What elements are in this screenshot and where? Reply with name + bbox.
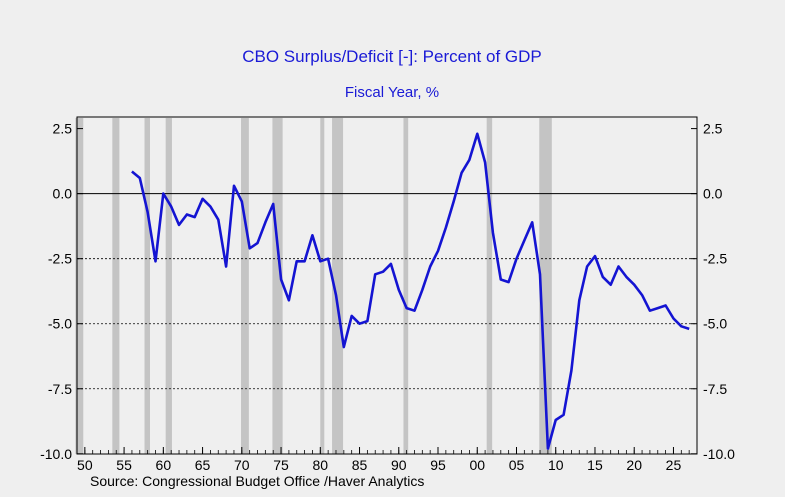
y-tick-label-left: 0.0 <box>53 186 73 202</box>
recession-band <box>241 118 249 454</box>
recession-band <box>332 118 344 454</box>
y-tick-label-right: -7.5 <box>703 381 727 397</box>
recession-band <box>403 118 409 454</box>
x-tick-label: 25 <box>666 457 682 473</box>
y-tick-label-right: -2.5 <box>703 251 727 267</box>
x-tick-label: 00 <box>469 457 485 473</box>
x-tick-label: 70 <box>234 457 250 473</box>
source-note: Source: Congressional Budget Office /Hav… <box>90 473 424 489</box>
recession-band <box>272 118 283 454</box>
y-tick-label-left: 2.5 <box>53 121 73 137</box>
recession-band <box>539 118 552 454</box>
chart-subtitle: Fiscal Year, % <box>345 84 439 101</box>
x-axis: 50 55 60 65 70 75 80 85 90 95 00 05 10 15 20 25 <box>76 447 698 473</box>
x-tick-label: 85 <box>352 457 368 473</box>
recession-band <box>144 118 150 454</box>
y-axis: 2.5 2.5 0.0 0.0 -2.5 -2.5 -5.0 -5.0 -7.5 -7.5 -10.… <box>40 121 735 462</box>
x-tick-label: 90 <box>391 457 407 473</box>
y-tick-label-right: -5.0 <box>703 316 727 332</box>
x-tick-label: 15 <box>587 457 603 473</box>
recession-band <box>75 118 84 454</box>
recession-band <box>112 118 120 454</box>
y-tick-label-left: -10.0 <box>40 446 72 462</box>
y-tick-label-left: -7.5 <box>48 381 72 397</box>
x-tick-label: 80 <box>313 457 329 473</box>
x-tick-label: 10 <box>548 457 564 473</box>
x-tick-label: 60 <box>156 457 172 473</box>
x-tick-label: 50 <box>77 457 93 473</box>
x-tick-label: 65 <box>195 457 211 473</box>
recession-band <box>165 118 172 454</box>
plot-frame <box>76 116 698 455</box>
x-tick-label: 20 <box>626 457 642 473</box>
chart-title: CBO Surplus/Deficit [-]: Percent of GDP <box>242 47 541 66</box>
recession-bands <box>75 118 552 454</box>
recession-band <box>320 118 325 454</box>
x-tick-label: 75 <box>273 457 289 473</box>
y-tick-label-right: 2.5 <box>703 121 723 137</box>
recession-band <box>486 118 493 454</box>
x-tick-label: 55 <box>116 457 132 473</box>
series-layer <box>131 132 690 450</box>
y-tick-label-right: 0.0 <box>703 186 723 202</box>
y-tick-label-left: -2.5 <box>48 251 72 267</box>
x-tick-label: 05 <box>509 457 525 473</box>
series-line <box>131 132 690 450</box>
y-tick-label-left: -5.0 <box>48 316 72 332</box>
y-tick-label-right: -10.0 <box>703 446 735 462</box>
x-tick-label: 95 <box>430 457 446 473</box>
